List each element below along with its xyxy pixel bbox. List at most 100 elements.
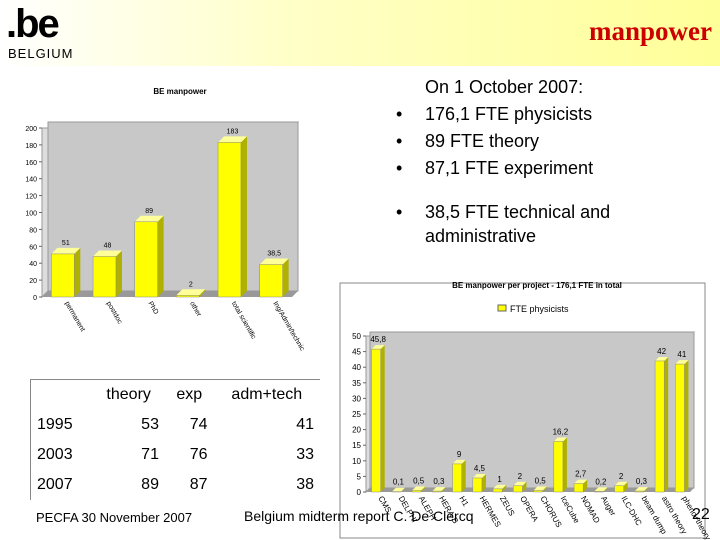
table-header: exp [176, 386, 203, 403]
table-header: adm+tech [231, 386, 303, 403]
bar [573, 483, 584, 493]
bar-top [675, 360, 689, 365]
bar-top [513, 481, 527, 486]
bar [411, 490, 422, 493]
bullets: On 1 October 2007: 176,1 FTE physicists … [390, 74, 720, 248]
bar-top [51, 247, 81, 254]
y-tick-label: 40 [29, 261, 37, 268]
bar-side [199, 289, 206, 297]
bar-side [542, 486, 547, 492]
bar [371, 348, 381, 493]
bar [176, 295, 200, 298]
bar-side [157, 215, 164, 297]
bar-side [684, 360, 689, 492]
bar-side [282, 258, 289, 297]
bar-top [553, 437, 567, 442]
bar-top [134, 215, 164, 222]
bar-side [664, 356, 669, 492]
y-tick-label: 120 [25, 194, 37, 201]
bar-top [432, 487, 446, 492]
y-tick-label: 35 [352, 379, 361, 388]
chart-title: BE manpower per project - 176,1 FTE in t… [452, 281, 622, 290]
bar-side [583, 479, 588, 492]
data-label: 38,5 [267, 250, 281, 257]
legend-label: FTE physicists [510, 304, 569, 314]
data-label: 183 [227, 128, 239, 135]
data-label: 4,5 [474, 464, 486, 473]
plot-floor [366, 488, 694, 492]
bar-side [603, 487, 608, 492]
table-cell: 74 [189, 416, 208, 433]
data-label: 16,2 [553, 427, 569, 436]
table-cell: 53 [141, 416, 159, 433]
bar-top [371, 345, 385, 350]
banner [0, 0, 720, 66]
bar [533, 490, 543, 493]
data-label: 41 [677, 350, 686, 359]
page-number: 22 [692, 506, 710, 523]
bar-side [421, 486, 426, 492]
bar [553, 441, 564, 493]
bar-side [643, 487, 648, 492]
bar-side [562, 437, 567, 492]
data-label: 0,5 [535, 476, 547, 485]
bar-side [380, 345, 385, 492]
bar [594, 491, 604, 493]
bar-side [240, 136, 247, 297]
bar-side [441, 487, 446, 492]
plot-wall [47, 121, 299, 292]
y-tick-label: 25 [352, 410, 361, 419]
table-cell: 1995 [37, 416, 73, 433]
y-tick-label: 40 [352, 363, 361, 372]
y-tick-label: 45 [352, 348, 361, 357]
bullet-intro: On 1 October 2007: [425, 77, 584, 97]
data-label: 1 [497, 475, 502, 484]
y-tick-label: 20 [29, 278, 37, 285]
footer-left: PECFA 30 November 2007 [36, 510, 193, 525]
bar-top [218, 136, 247, 143]
bar-side [461, 459, 466, 492]
table: theory exp adm+tech 1995 53 74 41 2003 71 76 33 … [30, 379, 320, 500]
bar [654, 360, 665, 493]
bar-top [412, 486, 426, 491]
bar-top [655, 356, 669, 361]
y-tick-label: 0 [357, 488, 362, 497]
bar [472, 477, 483, 493]
table-cell: 2003 [37, 446, 73, 463]
logo: .be [6, 2, 60, 46]
bar-top [259, 258, 289, 265]
table-cell: 2007 [37, 476, 73, 493]
bar-side [400, 487, 405, 492]
bar [614, 485, 624, 493]
bar [432, 490, 442, 493]
data-label: 0,3 [433, 477, 445, 486]
bar [513, 485, 523, 493]
bar-top [452, 459, 466, 464]
table-cell: 71 [141, 446, 159, 463]
bar [634, 490, 645, 493]
y-tick-label: 15 [352, 441, 361, 450]
table-header: theory [106, 386, 151, 403]
data-label: 42 [657, 347, 666, 356]
bar [492, 488, 503, 493]
bar-top [472, 473, 486, 478]
slide-title: manpower [589, 16, 712, 46]
bar-top [493, 484, 507, 489]
legend-swatch [497, 304, 507, 312]
data-label: 2 [518, 472, 523, 481]
data-label: 45,8 [370, 335, 386, 344]
bullet: 89 FTE theory [390, 128, 720, 155]
bar [51, 253, 75, 298]
bar-side [481, 473, 486, 492]
bar-top [574, 479, 588, 484]
table-cell: 33 [296, 446, 314, 463]
bar-top [93, 250, 122, 257]
data-label: 89 [145, 208, 153, 215]
bullet: 87,1 FTE experiment [390, 155, 720, 182]
y-tick-label: 30 [352, 394, 361, 403]
y-tick-label: 160 [25, 160, 37, 167]
chart-title: BE manpower [153, 87, 206, 96]
bar-top [634, 487, 648, 492]
